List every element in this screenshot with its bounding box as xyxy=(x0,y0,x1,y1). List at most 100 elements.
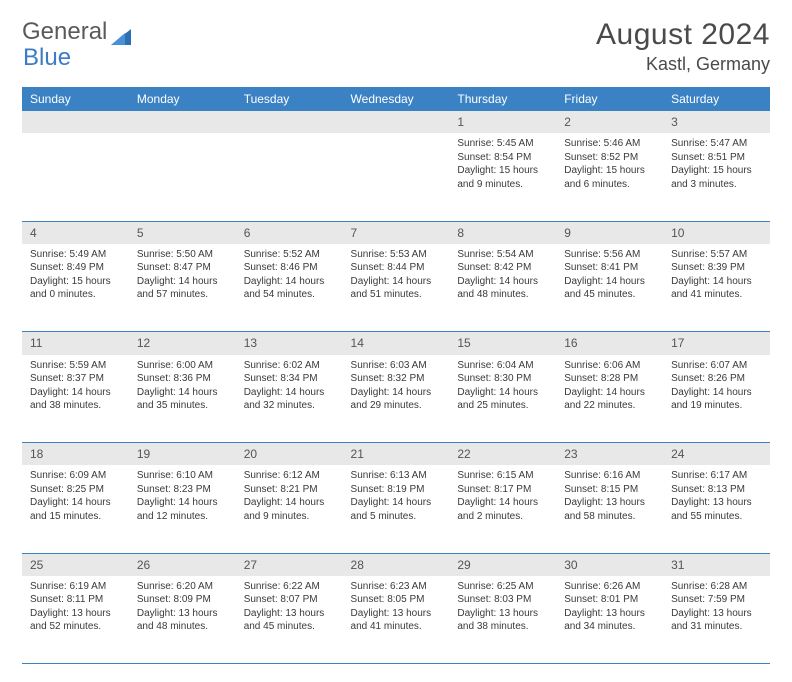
sunset-text: Sunset: 8:52 PM xyxy=(564,151,655,165)
daylight-text: Daylight: 14 hours and 12 minutes. xyxy=(137,496,228,523)
day-number: 8 xyxy=(449,222,556,244)
sunrise-text: Sunrise: 6:17 AM xyxy=(671,469,762,483)
day-number: 4 xyxy=(22,222,129,244)
sunrise-text: Sunrise: 6:15 AM xyxy=(457,469,548,483)
day-details: Sunrise: 6:13 AMSunset: 8:19 PMDaylight:… xyxy=(343,465,450,529)
sunrise-text: Sunrise: 5:46 AM xyxy=(564,137,655,151)
day-details: Sunrise: 6:12 AMSunset: 8:21 PMDaylight:… xyxy=(236,465,343,529)
daylight-text: Daylight: 14 hours and 54 minutes. xyxy=(244,275,335,302)
header: General August 2024 Kastl, Germany xyxy=(22,18,770,75)
calendar-cell: Sunrise: 6:15 AMSunset: 8:17 PMDaylight:… xyxy=(449,465,556,553)
day-details: Sunrise: 6:28 AMSunset: 7:59 PMDaylight:… xyxy=(663,576,770,640)
daylight-text: Daylight: 13 hours and 52 minutes. xyxy=(30,607,121,634)
day-details: Sunrise: 6:02 AMSunset: 8:34 PMDaylight:… xyxy=(236,355,343,419)
daylight-text: Daylight: 14 hours and 19 minutes. xyxy=(671,386,762,413)
weekday-wednesday: Wednesday xyxy=(343,87,450,111)
day-details: Sunrise: 6:03 AMSunset: 8:32 PMDaylight:… xyxy=(343,355,450,419)
title-block: August 2024 Kastl, Germany xyxy=(596,18,770,75)
calendar-body: 123Sunrise: 5:45 AMSunset: 8:54 PMDaylig… xyxy=(22,111,770,664)
daylight-text: Daylight: 15 hours and 3 minutes. xyxy=(671,164,762,191)
weekday-monday: Monday xyxy=(129,87,236,111)
day-number: 6 xyxy=(236,222,343,244)
calendar-week-row: Sunrise: 6:19 AMSunset: 8:11 PMDaylight:… xyxy=(22,576,770,664)
sunrise-text: Sunrise: 6:20 AM xyxy=(137,580,228,594)
sunrise-text: Sunrise: 6:06 AM xyxy=(564,359,655,373)
calendar-cell: Sunrise: 6:06 AMSunset: 8:28 PMDaylight:… xyxy=(556,355,663,443)
daylight-text: Daylight: 14 hours and 48 minutes. xyxy=(457,275,548,302)
day-details: Sunrise: 6:06 AMSunset: 8:28 PMDaylight:… xyxy=(556,355,663,419)
day-number: 16 xyxy=(556,332,663,354)
daylight-text: Daylight: 13 hours and 41 minutes. xyxy=(351,607,442,634)
sunrise-text: Sunrise: 6:02 AM xyxy=(244,359,335,373)
daynum-row: 11121314151617 xyxy=(22,332,770,355)
day-number: 21 xyxy=(343,443,450,465)
sunrise-text: Sunrise: 6:23 AM xyxy=(351,580,442,594)
day-details: Sunrise: 6:16 AMSunset: 8:15 PMDaylight:… xyxy=(556,465,663,529)
daylight-text: Daylight: 13 hours and 48 minutes. xyxy=(137,607,228,634)
daylight-text: Daylight: 14 hours and 38 minutes. xyxy=(30,386,121,413)
sunset-text: Sunset: 7:59 PM xyxy=(671,593,762,607)
day-details: Sunrise: 6:22 AMSunset: 8:07 PMDaylight:… xyxy=(236,576,343,640)
sunset-text: Sunset: 8:47 PM xyxy=(137,261,228,275)
sunrise-text: Sunrise: 6:03 AM xyxy=(351,359,442,373)
daynum-row: 25262728293031 xyxy=(22,553,770,576)
sunset-text: Sunset: 8:05 PM xyxy=(351,593,442,607)
daylight-text: Daylight: 15 hours and 0 minutes. xyxy=(30,275,121,302)
day-details: Sunrise: 5:46 AMSunset: 8:52 PMDaylight:… xyxy=(556,133,663,197)
day-number: 29 xyxy=(449,554,556,576)
page-title: August 2024 xyxy=(596,18,770,52)
calendar-cell: Sunrise: 6:09 AMSunset: 8:25 PMDaylight:… xyxy=(22,465,129,553)
calendar-cell: Sunrise: 5:54 AMSunset: 8:42 PMDaylight:… xyxy=(449,244,556,332)
day-details: Sunrise: 6:26 AMSunset: 8:01 PMDaylight:… xyxy=(556,576,663,640)
day-details: Sunrise: 6:15 AMSunset: 8:17 PMDaylight:… xyxy=(449,465,556,529)
day-number: 26 xyxy=(129,554,236,576)
location-text: Kastl, Germany xyxy=(596,54,770,75)
daylight-text: Daylight: 15 hours and 6 minutes. xyxy=(564,164,655,191)
calendar-cell: Sunrise: 6:12 AMSunset: 8:21 PMDaylight:… xyxy=(236,465,343,553)
day-number xyxy=(22,111,129,133)
day-number: 3 xyxy=(663,111,770,133)
calendar-cell: Sunrise: 6:19 AMSunset: 8:11 PMDaylight:… xyxy=(22,576,129,664)
sunrise-text: Sunrise: 5:56 AM xyxy=(564,248,655,262)
sunset-text: Sunset: 8:15 PM xyxy=(564,483,655,497)
day-details: Sunrise: 6:07 AMSunset: 8:26 PMDaylight:… xyxy=(663,355,770,419)
daylight-text: Daylight: 15 hours and 9 minutes. xyxy=(457,164,548,191)
sunrise-text: Sunrise: 6:25 AM xyxy=(457,580,548,594)
sunset-text: Sunset: 8:39 PM xyxy=(671,261,762,275)
weekday-friday: Friday xyxy=(556,87,663,111)
calendar-cell: Sunrise: 6:16 AMSunset: 8:15 PMDaylight:… xyxy=(556,465,663,553)
day-details: Sunrise: 6:20 AMSunset: 8:09 PMDaylight:… xyxy=(129,576,236,640)
sunset-text: Sunset: 8:01 PM xyxy=(564,593,655,607)
day-details: Sunrise: 6:09 AMSunset: 8:25 PMDaylight:… xyxy=(22,465,129,529)
daylight-text: Daylight: 14 hours and 22 minutes. xyxy=(564,386,655,413)
sunset-text: Sunset: 8:07 PM xyxy=(244,593,335,607)
sunrise-text: Sunrise: 5:57 AM xyxy=(671,248,762,262)
day-number: 17 xyxy=(663,332,770,354)
sunset-text: Sunset: 8:25 PM xyxy=(30,483,121,497)
daylight-text: Daylight: 14 hours and 9 minutes. xyxy=(244,496,335,523)
calendar-cell: Sunrise: 6:28 AMSunset: 7:59 PMDaylight:… xyxy=(663,576,770,664)
sunset-text: Sunset: 8:11 PM xyxy=(30,593,121,607)
sunrise-text: Sunrise: 6:16 AM xyxy=(564,469,655,483)
day-number: 10 xyxy=(663,222,770,244)
day-number: 5 xyxy=(129,222,236,244)
sunrise-text: Sunrise: 6:13 AM xyxy=(351,469,442,483)
sunrise-text: Sunrise: 5:54 AM xyxy=(457,248,548,262)
calendar-cell xyxy=(22,133,129,221)
weekday-tuesday: Tuesday xyxy=(236,87,343,111)
sunrise-text: Sunrise: 6:26 AM xyxy=(564,580,655,594)
sunset-text: Sunset: 8:26 PM xyxy=(671,372,762,386)
calendar-cell: Sunrise: 5:53 AMSunset: 8:44 PMDaylight:… xyxy=(343,244,450,332)
day-number: 18 xyxy=(22,443,129,465)
sunset-text: Sunset: 8:23 PM xyxy=(137,483,228,497)
day-number: 1 xyxy=(449,111,556,133)
daylight-text: Daylight: 14 hours and 5 minutes. xyxy=(351,496,442,523)
sunset-text: Sunset: 8:37 PM xyxy=(30,372,121,386)
daylight-text: Daylight: 14 hours and 57 minutes. xyxy=(137,275,228,302)
sunset-text: Sunset: 8:46 PM xyxy=(244,261,335,275)
day-details: Sunrise: 6:10 AMSunset: 8:23 PMDaylight:… xyxy=(129,465,236,529)
sunset-text: Sunset: 8:30 PM xyxy=(457,372,548,386)
sunrise-text: Sunrise: 5:59 AM xyxy=(30,359,121,373)
sunset-text: Sunset: 8:28 PM xyxy=(564,372,655,386)
daylight-text: Daylight: 14 hours and 32 minutes. xyxy=(244,386,335,413)
